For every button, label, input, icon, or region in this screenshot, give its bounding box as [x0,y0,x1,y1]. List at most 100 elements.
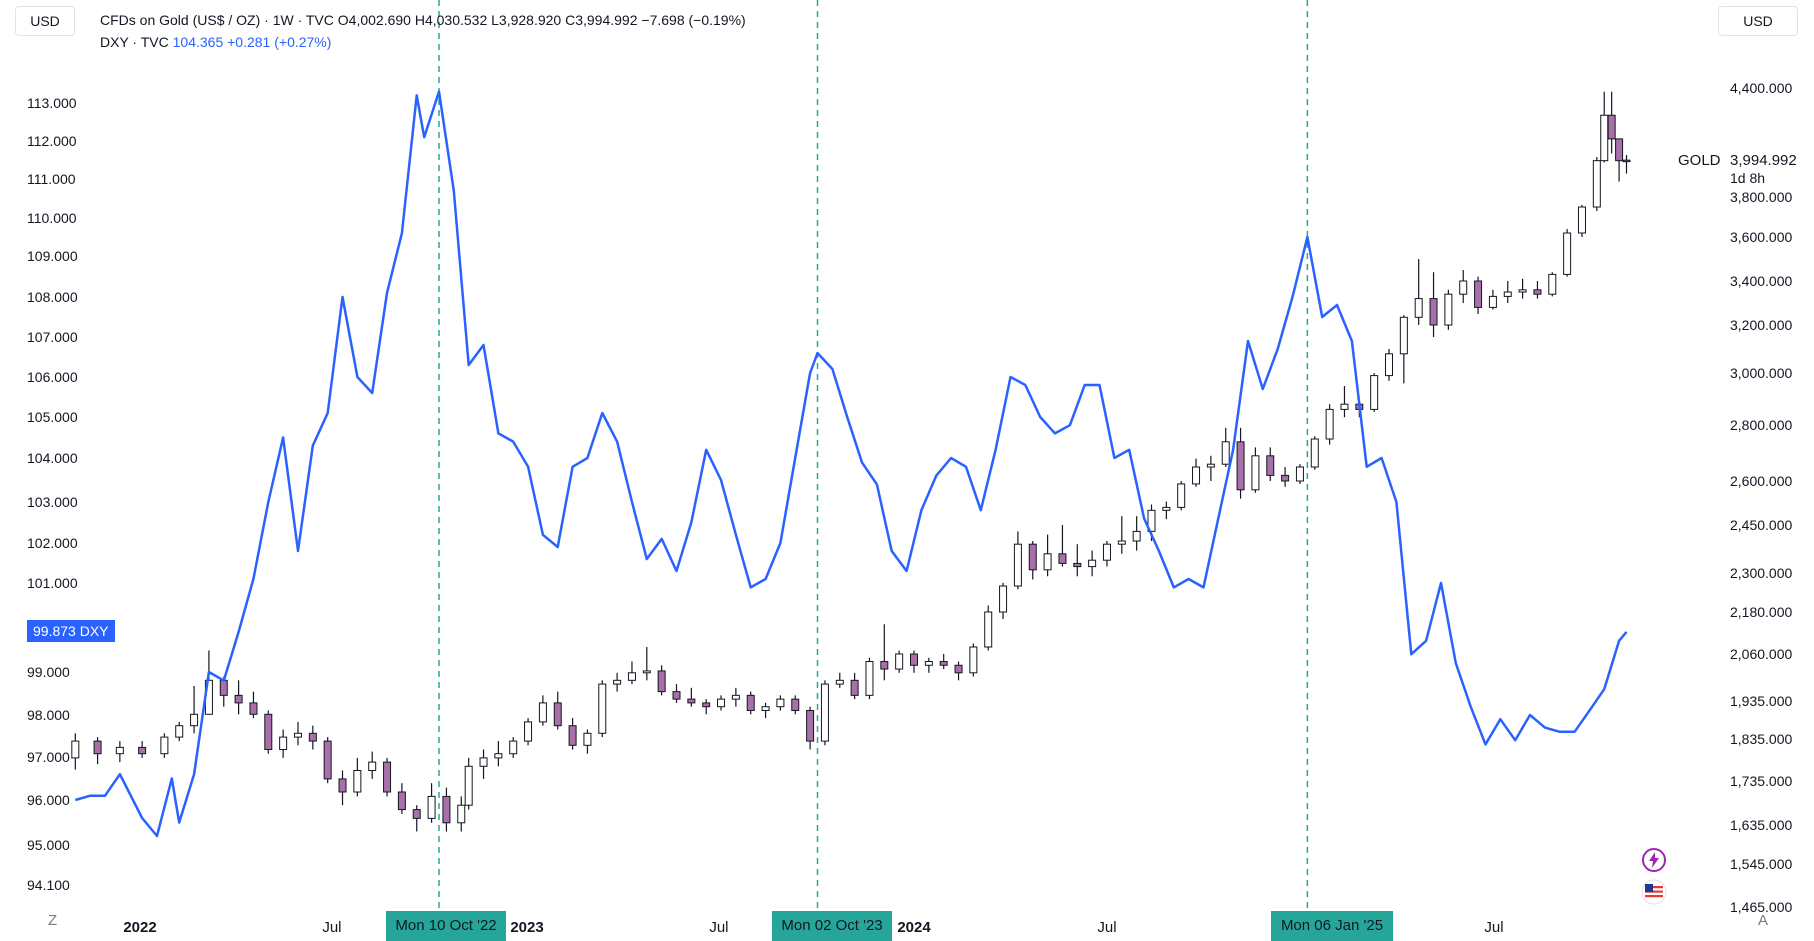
gold-candle [731,687,740,707]
gold-tick-label: 3,600.000 [1730,229,1792,245]
candle-body [509,740,518,755]
candle-body [138,746,147,755]
candle-body [791,698,800,711]
gold-candle [524,718,533,746]
crosshair-lines [438,0,1309,911]
gold-tick-label: 2,600.000 [1730,473,1792,489]
gold-candle [397,783,406,814]
gold-candle [1340,386,1349,418]
gold-candle [642,647,651,681]
gold-candle [910,650,918,673]
right-currency-button[interactable]: USD [1718,6,1798,36]
dxy-tick-label: 110.000 [27,210,77,226]
gold-close-value: C3,994.992 [565,12,638,28]
candle-body [613,679,622,685]
candle-body [746,694,755,711]
gold-legend-name: CFDs on Gold (US$ / OZ) · 1W · TVC [100,12,334,28]
gold-candle [323,737,332,784]
gold-candle [820,680,829,746]
candle-body [1221,441,1230,465]
auto-scale-button[interactable]: A [1758,912,1769,929]
candle-body [1414,298,1423,318]
candle-body [442,795,451,824]
candle-body [249,702,258,715]
gold-candle [1073,544,1082,577]
dxy-badge-value: 99.873 [33,623,76,639]
dxy-tick-label: 98.000 [27,707,70,723]
candle-body [1117,540,1126,545]
candle-body [984,611,993,648]
candle-body [264,713,273,750]
candle-body [479,757,488,767]
candle-body [1474,280,1483,308]
gold-candle [479,749,488,779]
gold-candle [464,757,473,810]
gold-candle [1162,501,1171,520]
candle-body [850,679,859,696]
dxy-tick-label: 99.000 [27,664,70,680]
gold-candle [1615,138,1624,182]
candle-body [1518,289,1527,293]
candle-body [657,670,666,693]
dxy-tick-label: 106.000 [27,369,78,385]
dxy-legend[interactable]: DXY · TVC 104.365 +0.281 (+0.27%) [100,34,331,50]
gold-tick-label: 1,835.000 [1730,731,1792,747]
gold-candle [1192,458,1201,487]
gold-candle [1221,427,1230,467]
gold-candle [776,695,785,711]
candle-body [1577,206,1586,234]
gold-candle [1533,281,1542,299]
left-currency-button[interactable]: USD [15,6,75,36]
gold-tick-label: 3,800.000 [1730,189,1792,205]
dxy-tick-label: 104.000 [27,450,78,466]
gold-candle [1117,516,1126,554]
gold-candle [71,733,80,770]
candle-body [1488,295,1497,308]
time-tick-label: Jul [1097,919,1116,936]
dxy-legend-name: DXY · TVC [100,34,169,50]
candle-body [820,683,829,742]
candle-body [1102,543,1111,561]
candle-body [93,740,102,755]
candle-body [910,653,918,666]
gold-symbol-label: GOLD [1678,152,1721,169]
dxy-line [74,90,1628,838]
candle-body [1206,463,1215,468]
gold-candle [1459,270,1468,303]
candle-body [672,691,681,700]
gold-candle [509,737,518,758]
dxy-tick-label: 107.000 [27,329,78,345]
candle-body [1177,483,1186,508]
gold-tick-label: 3,200.000 [1730,317,1792,333]
gold-candle [1429,272,1438,337]
lightning-icon[interactable] [1640,846,1668,874]
candle-body [553,702,562,727]
candle-body [160,736,169,755]
gold-candle [702,699,711,715]
candle-body [687,698,696,704]
zoom-button[interactable]: Z [48,912,58,929]
gold-tick-label: 1,935.000 [1730,693,1792,709]
gold-candle [939,654,948,670]
gold-candle [1385,349,1394,381]
gold-candle [1295,464,1304,484]
dxy-tick-label: 113.000 [27,95,77,111]
gold-candle [1043,534,1052,577]
gold-candle [880,624,889,681]
us-flag-icon[interactable] [1640,878,1668,906]
gold-candle [1474,276,1483,314]
gold-tick-label: 1,735.000 [1730,773,1792,789]
gold-candle [1600,91,1609,163]
candle-body [1295,466,1304,482]
gold-candle [190,685,199,734]
gold-legend[interactable]: CFDs on Gold (US$ / OZ) · 1W · TVC O4,00… [100,12,746,28]
candle-body [1622,159,1631,163]
time-tick-label: Jul [1484,919,1503,936]
gold-tick-label: 2,300.000 [1730,565,1792,581]
gold-candle [969,643,978,677]
candle-body [1192,466,1201,485]
candle-body [175,725,184,738]
dxy-tick-label: 105.000 [27,409,78,425]
gold-candle [1310,436,1319,470]
